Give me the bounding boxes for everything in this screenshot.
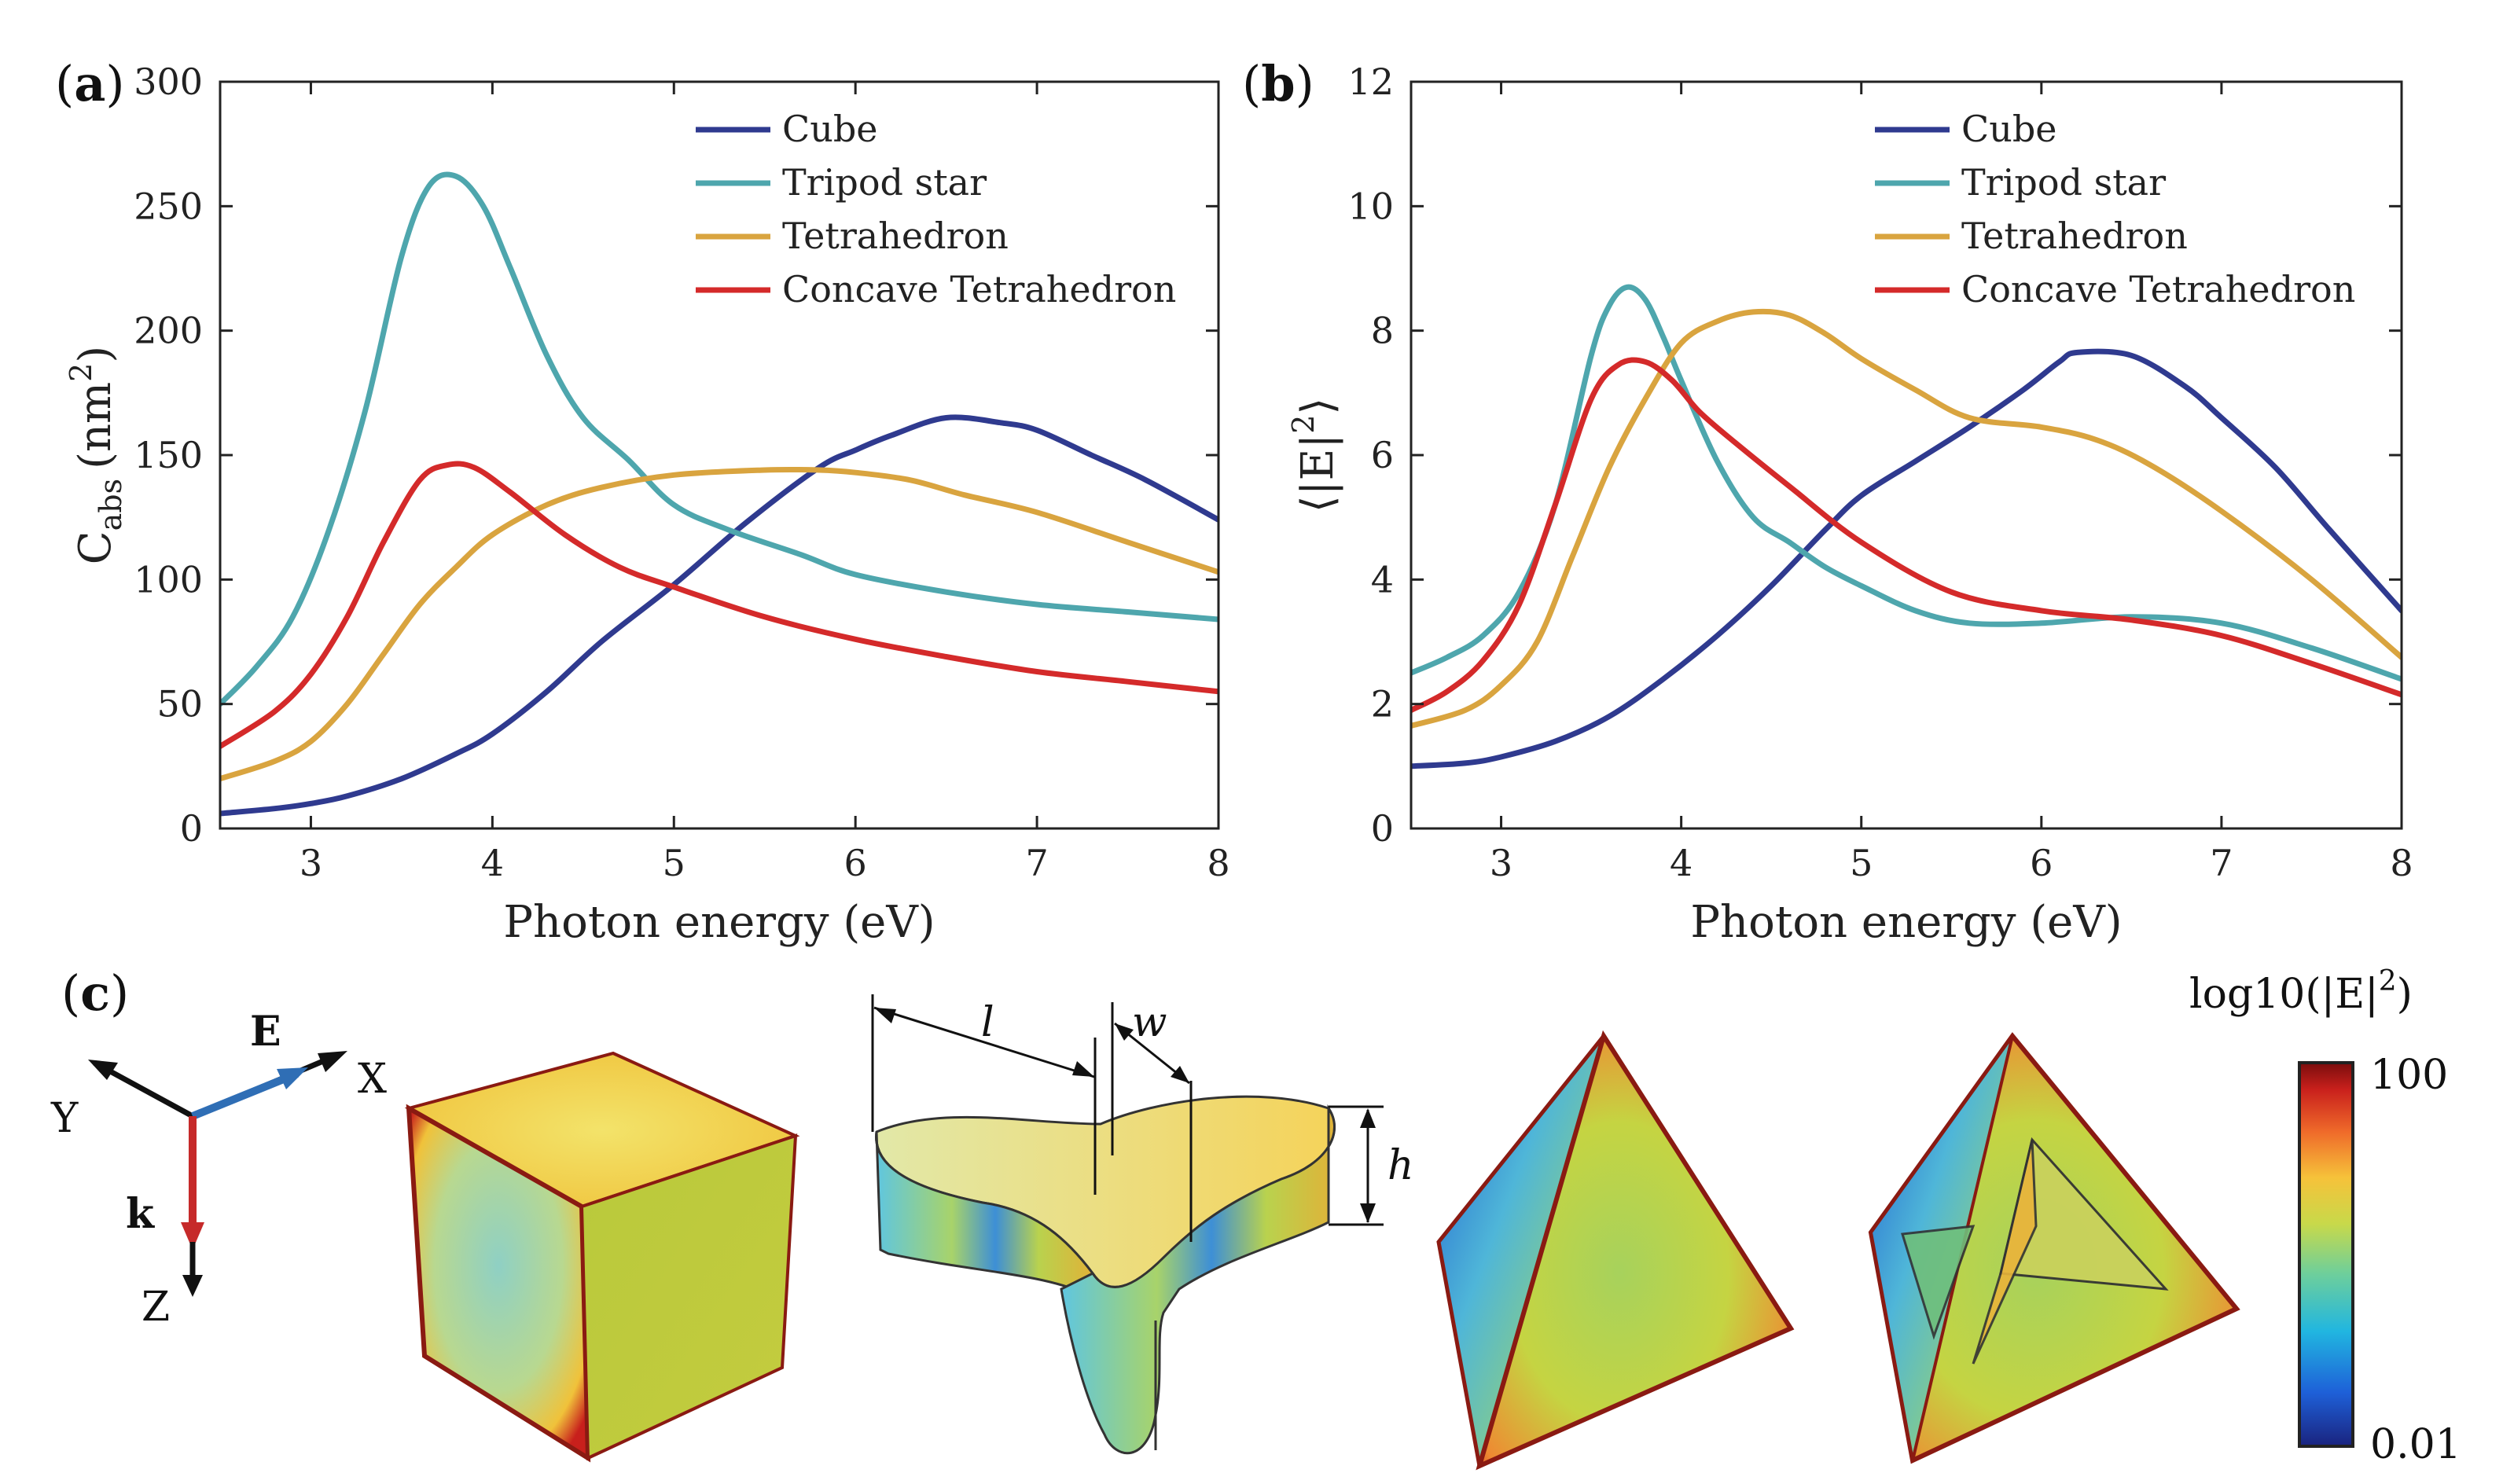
y-axis-label: Y: [50, 1095, 79, 1142]
x-tick-label-a-0: 3: [300, 842, 322, 884]
cube-shape: [409, 1053, 796, 1458]
series-line-b-0: [1411, 351, 2402, 766]
series-line-a-0: [220, 417, 1218, 814]
tripod-star-shape: l w h: [873, 994, 1414, 1453]
legend-label-a-2: Tetrahedron: [782, 215, 1009, 257]
concave-tetrahedron-shape: [1871, 1036, 2237, 1460]
legend-label-a-0: Cube: [782, 108, 878, 150]
x-axis-title-a: Photon energy (eV): [503, 897, 935, 948]
colorbar-title: log10(|E|2): [2189, 965, 2413, 1018]
x-tick-label-b-3: 6: [2030, 842, 2053, 884]
dim-h-label: h: [1387, 1142, 1414, 1189]
legend-label-a-3: Concave Tetrahedron: [782, 268, 1176, 310]
legend-label-b-2: Tetrahedron: [1961, 215, 2188, 257]
panel-label-a: (a): [55, 55, 125, 112]
y-tick-label-b-6: 12: [1347, 61, 1394, 103]
e-field-arrow: [193, 1074, 297, 1116]
panel-c-label: (c): [61, 964, 129, 1022]
colorbar: log10(|E|2) 100 0.01: [2189, 965, 2461, 1468]
y-tick-label-b-0: 0: [1371, 807, 1394, 850]
legend-label-b-1: Tripod star: [1961, 161, 2166, 204]
x-tick-label-b-4: 7: [2210, 842, 2233, 884]
x-tick-label-a-1: 4: [481, 842, 504, 884]
x-axis-label: X: [358, 1056, 387, 1103]
series-line-a-2: [220, 469, 1218, 778]
dim-l-label: l: [981, 999, 994, 1046]
k-vector-label: k: [126, 1190, 155, 1238]
y-tick-label-b-5: 10: [1347, 185, 1394, 227]
y-tick-label-a-2: 100: [134, 558, 203, 601]
colorbar-max-label: 100: [2370, 1052, 2448, 1099]
series-line-b-2: [1411, 311, 2402, 725]
x-tick-label-b-0: 3: [1490, 842, 1512, 884]
y-tick-label-b-4: 8: [1371, 310, 1394, 352]
y-tick-label-a-5: 250: [134, 185, 203, 227]
y-tick-label-a-0: 0: [180, 807, 203, 850]
panel-label-b: (b): [1242, 55, 1314, 112]
panel-c: (c) Y X E k Z: [50, 964, 2461, 1468]
plot-frame-b: [1411, 82, 2402, 828]
tetrahedron-shape: [1439, 1036, 1791, 1466]
y-tick-label-a-6: 300: [134, 61, 203, 103]
coordinate-axes: Y X E k Z: [50, 1008, 387, 1331]
y-tick-label-b-3: 6: [1371, 434, 1394, 476]
y-tick-label-a-4: 200: [134, 310, 203, 352]
y-tick-label-a-3: 150: [134, 434, 203, 476]
x-tick-label-a-4: 7: [1025, 842, 1048, 884]
dim-w-label: w: [1132, 999, 1167, 1046]
e-field-label: E: [250, 1008, 281, 1056]
y-tick-label-b-1: 2: [1371, 683, 1394, 725]
z-axis-label: Z: [142, 1284, 170, 1331]
legend-label-b-3: Concave Tetrahedron: [1961, 268, 2355, 310]
plot-frame-a: [220, 82, 1218, 828]
series-line-a-1: [220, 174, 1218, 704]
chart-panel-b: 3 4 5 6 7 8 0 2 4 6 8 10 12 Photon energy (eV) ⟨|E|2⟩ C…: [1242, 55, 2413, 948]
legend-label-b-0: Cube: [1961, 108, 2057, 150]
x-tick-label-a-2: 5: [663, 842, 685, 884]
x-axis-title-b: Photon energy (eV): [1690, 897, 2122, 948]
x-tick-label-a-5: 8: [1207, 842, 1229, 884]
y-tick-label-a-1: 50: [156, 683, 203, 725]
x-tick-label-b-1: 4: [1670, 842, 1693, 884]
chart-panel-a: 3 4 5 6 7 8 0 50 100 150 200 250 300 Photon energy (e…: [55, 55, 1230, 948]
x-tick-label-b-5: 8: [2390, 842, 2413, 884]
legend-label-a-1: Tripod star: [782, 161, 987, 204]
y-axis-title-b: ⟨|E|2⟩: [1286, 398, 1343, 513]
y-tick-label-b-2: 4: [1371, 558, 1394, 601]
x-tick-label-b-2: 5: [1850, 842, 1873, 884]
y-axis-title-a: Cabs(nm2): [64, 346, 128, 564]
x-tick-label-a-3: 6: [844, 842, 867, 884]
colorbar-min-label: 0.01: [2370, 1421, 2461, 1468]
